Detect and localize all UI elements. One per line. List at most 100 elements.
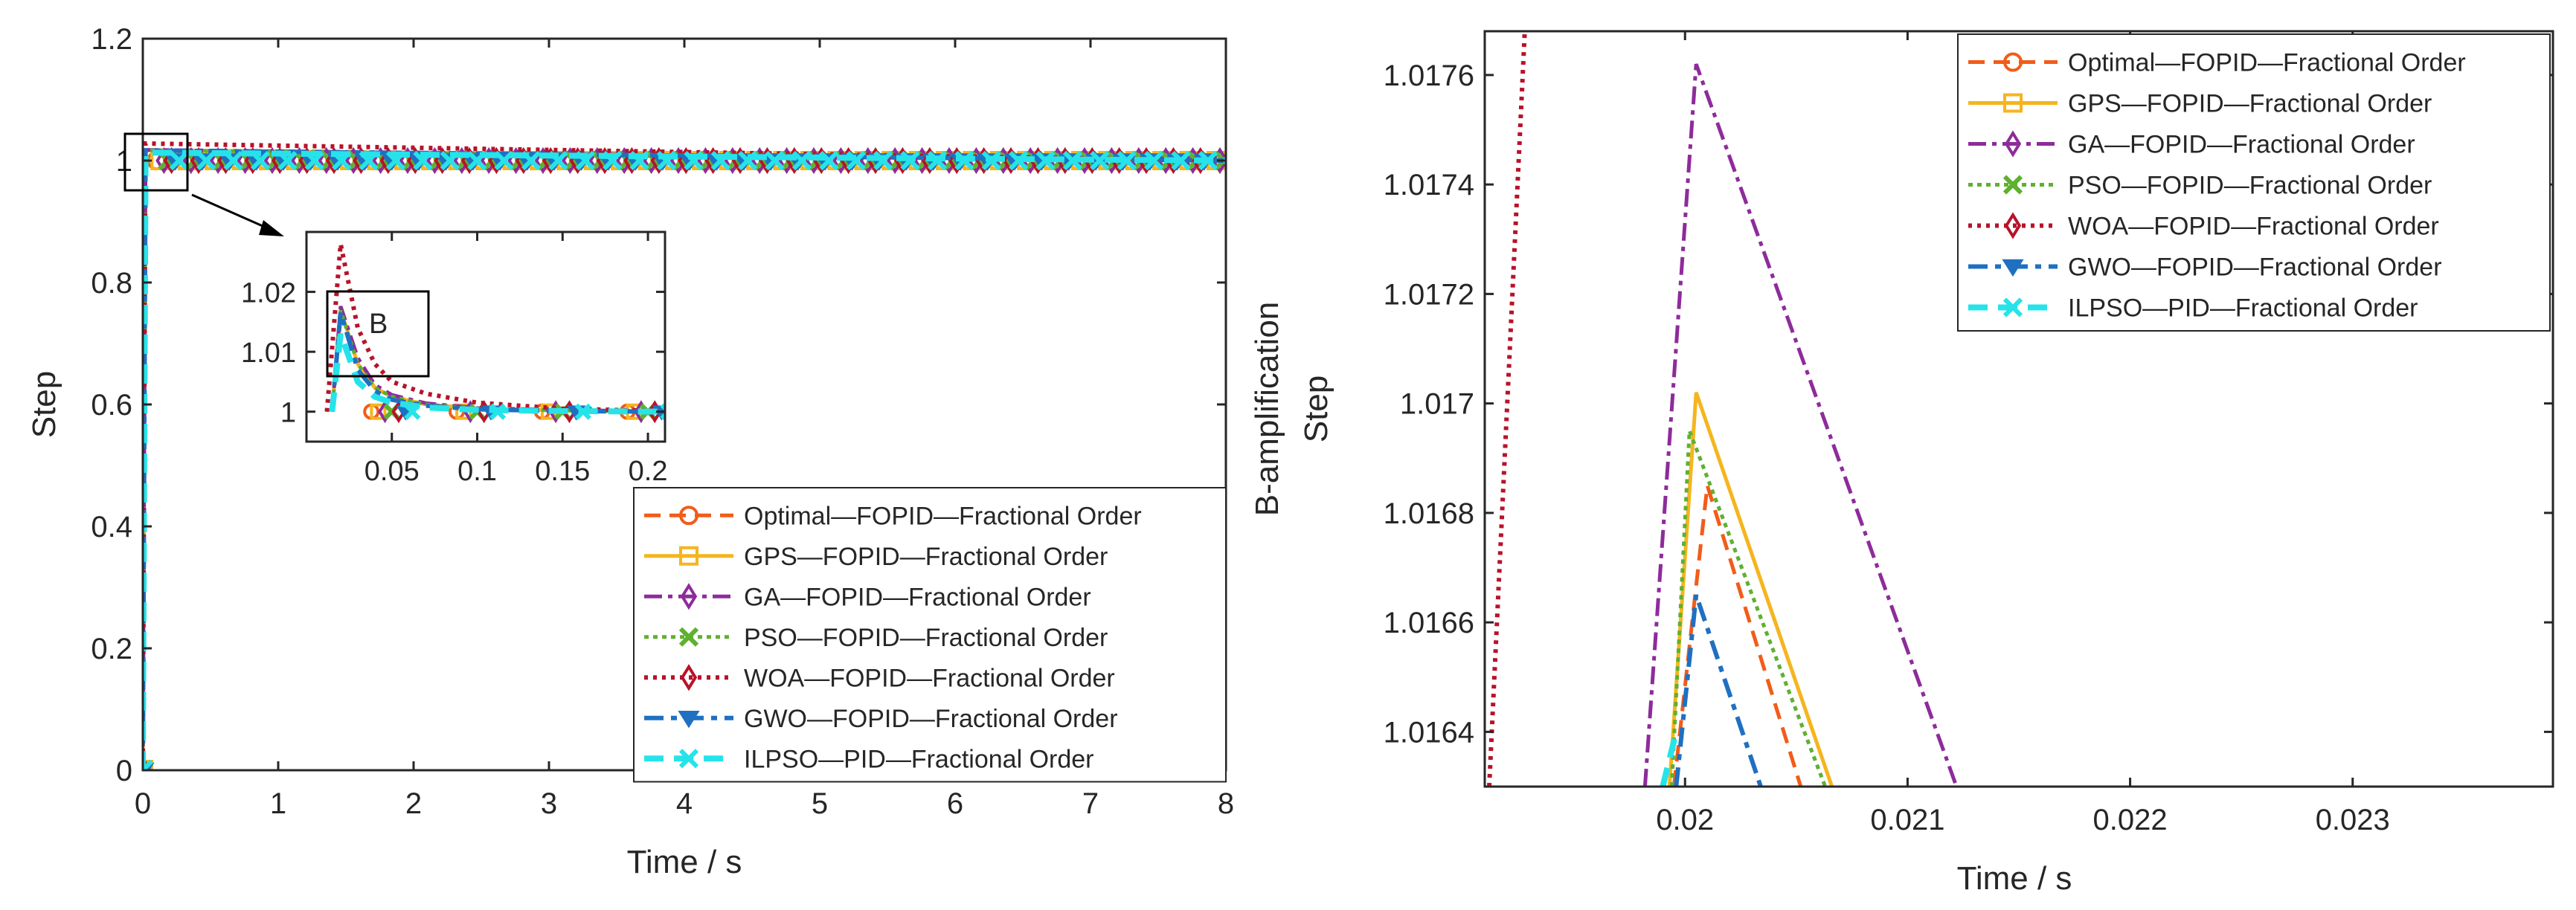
- main-ytick-label: 0: [116, 755, 132, 787]
- zoom-ytick-label: 1.017: [1400, 388, 1474, 421]
- zoom-series-ilpso: [1660, 731, 1680, 787]
- zoom-legend-marker-ga: [2004, 130, 2022, 158]
- inset-marker-gps: [370, 403, 387, 420]
- main-marker-ilpso: [440, 150, 460, 171]
- inset-region-b-label: B: [369, 309, 388, 340]
- main-legend: Optimal—FOPID—Fractional Order GPS—FOPID—…: [633, 487, 1227, 783]
- main-marker-ilpso: [1198, 150, 1218, 171]
- main-ytick-label: 0.4: [91, 511, 132, 543]
- main-marker-ilpso: [927, 150, 948, 171]
- zoom-legend-label-gps: GPS—FOPID—Fractional Order: [2068, 90, 2432, 118]
- inset-marker-ilpso: [489, 403, 507, 420]
- inset-marker-ilpso: [404, 403, 421, 420]
- main-ytick-label: 1.2: [91, 23, 132, 56]
- zoom-legend-label-gwo: GWO—FOPID—Fractional Order: [2068, 254, 2442, 282]
- main-xtick-label: 1: [270, 787, 286, 820]
- main-marker-ilpso: [575, 150, 595, 171]
- main-marker-ilpso: [304, 150, 324, 171]
- zoom-legend-marker-pso: [2002, 175, 2023, 195]
- main-marker-ilpso: [954, 150, 974, 171]
- main-chart: 0 1 2 3 4 5 6 7 8 0 0.2 0.4 0.6 0.8 1 1.2 Time / s Step…: [26, 23, 1234, 880]
- zoom-legend-label-ilpso: ILPSO—PID—Fractional Order: [2068, 294, 2418, 323]
- main-ytick-label: 0.2: [91, 633, 132, 665]
- main-legend-label-gps: GPS—FOPID—Fractional Order: [744, 543, 1108, 571]
- zoom-ticks: 0.02 0.021 0.022 0.023 1.0164 1.0166 1.0168 1.0…: [1384, 31, 2553, 836]
- main-marker-ilpso: [710, 150, 730, 171]
- main-xlabel: Time / s: [627, 844, 742, 880]
- main-marker-ilpso: [250, 150, 271, 171]
- main-legend-marker-ilpso: [678, 749, 699, 769]
- inset-marker-ilpso: [574, 403, 591, 420]
- zoom-series-ga: [1642, 63, 1959, 787]
- zoom-arrow-head: [259, 220, 284, 236]
- zoom-ytick-label: 1.0166: [1384, 607, 1474, 639]
- main-ticks: 0 1 2 3 4 5 6 7 8 0 0.2 0.4 0.6 0.8 1 1.2: [91, 23, 1234, 820]
- zoom-legend-box: [1957, 33, 2551, 332]
- main-marker-ilpso: [467, 150, 487, 171]
- main-xtick-label: 3: [541, 787, 557, 820]
- main-marker-ilpso: [684, 150, 704, 171]
- main-marker-ilpso: [765, 150, 785, 171]
- inset-region-b-box: [326, 290, 430, 378]
- main-legend-label-pso: PSO—FOPID—Fractional Order: [744, 624, 1108, 652]
- main-marker-ilpso: [521, 150, 542, 171]
- main-ylabel: Step: [26, 371, 62, 439]
- inset-xtick-label: 0.1: [457, 456, 497, 487]
- region-b-marker: [123, 132, 189, 192]
- inset-ytick-label: 1.01: [241, 338, 296, 369]
- zoom-ylabel-line1: B-amplification: [1249, 302, 1285, 517]
- main-marker-ilpso: [332, 150, 352, 171]
- zoom-xlabel: Time / s: [1957, 860, 2072, 897]
- zoom-ytick-label: 1.0164: [1384, 716, 1474, 749]
- main-legend-marker-pso: [678, 627, 699, 647]
- inset-series-woa: [324, 243, 665, 413]
- main-marker-ilpso: [494, 150, 514, 171]
- inset-xtick-label: 0.15: [535, 456, 590, 487]
- main-xtick-label: 5: [812, 787, 828, 820]
- main-marker-ilpso: [385, 150, 406, 171]
- main-legend-marker-optimal: [679, 506, 698, 526]
- main-marker-ilpso: [413, 150, 433, 171]
- zoom-chart: 0.02 0.021 0.022 0.023 1.0164 1.0166 1.0168 1.0…: [1249, 30, 2554, 897]
- inset-xtick-label: 0.05: [364, 456, 420, 487]
- main-marker-ilpso: [169, 150, 189, 171]
- zoom-ytick-label: 1.0176: [1384, 59, 1474, 92]
- main-marker-ilpso: [1117, 150, 1137, 171]
- main-ytick-label: 0.8: [91, 267, 132, 300]
- zoom-ytick-label: 1.0168: [1384, 497, 1474, 530]
- main-legend-marker-woa: [680, 664, 698, 691]
- main-legend-label-ilpso: ILPSO—PID—Fractional Order: [744, 745, 1093, 773]
- zoom-legend-label-ga: GA—FOPID—Fractional Order: [2068, 131, 2415, 159]
- main-marker-ilpso: [900, 150, 920, 171]
- main-xtick-label: 0: [135, 787, 151, 820]
- zoom-arrow-line: [191, 193, 270, 230]
- main-xtick-label: 7: [1082, 787, 1099, 820]
- zoom-legend-label-woa: WOA—FOPID—Fractional Order: [2068, 213, 2439, 241]
- main-marker-ilpso: [223, 150, 243, 171]
- main-marker-ilpso: [1171, 150, 1191, 171]
- zoom-legend-label-optimal: Optimal—FOPID—Fractional Order: [2068, 49, 2466, 77]
- main-marker-ilpso: [196, 150, 216, 171]
- main-marker-ilpso: [738, 150, 758, 171]
- inset-ticks: 0.05 0.1 0.15 0.2 1 1.01 1.02: [241, 232, 667, 487]
- zoom-legend-label-pso: PSO—FOPID—Fractional Order: [2068, 172, 2432, 200]
- main-marker-ilpso: [873, 150, 893, 171]
- zoom-xtick-label: 0.021: [1870, 804, 1944, 836]
- main-marker-ilpso: [1009, 150, 1029, 171]
- main-ytick-label: 0.6: [91, 389, 132, 422]
- zoom-legend: Optimal—FOPID—Fractional Order GPS—FOPID—…: [1957, 33, 2551, 332]
- main-marker-origin-ilpso: [143, 759, 154, 770]
- zoom-xtick-label: 0.022: [2093, 804, 2168, 836]
- main-marker-ilpso: [629, 150, 649, 171]
- zoom-plot-frame: [1483, 30, 2554, 788]
- main-marker-ilpso: [548, 150, 568, 171]
- main-marker-ilpso: [846, 150, 866, 171]
- zoom-legend-marker-optimal: [2003, 52, 2023, 72]
- main-marker-ilpso: [1035, 150, 1056, 171]
- zoom-legend-marker-gwo: [2002, 259, 2024, 277]
- main-marker-ilpso: [1144, 150, 1164, 171]
- inset-frame: [305, 230, 667, 443]
- main-legend-marker-ga: [680, 583, 698, 610]
- main-marker-ilpso: [1090, 150, 1110, 171]
